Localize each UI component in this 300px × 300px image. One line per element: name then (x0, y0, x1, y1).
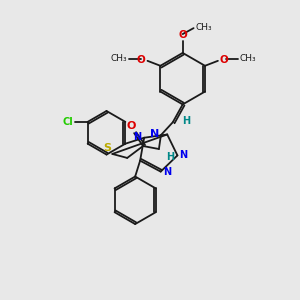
Text: N: N (179, 150, 188, 161)
Text: S: S (103, 143, 111, 153)
Text: N: N (163, 167, 171, 177)
Text: CH₃: CH₃ (110, 54, 127, 63)
Text: Cl: Cl (62, 117, 73, 127)
Text: N: N (150, 129, 159, 139)
Text: O: O (127, 121, 136, 131)
Text: O: O (137, 55, 146, 65)
Text: CH₃: CH₃ (196, 22, 212, 32)
Text: H: H (182, 116, 190, 126)
Text: N: N (133, 132, 141, 142)
Text: O: O (178, 30, 187, 40)
Text: CH₃: CH₃ (240, 54, 256, 63)
Text: H: H (166, 152, 174, 162)
Text: O: O (220, 55, 229, 65)
